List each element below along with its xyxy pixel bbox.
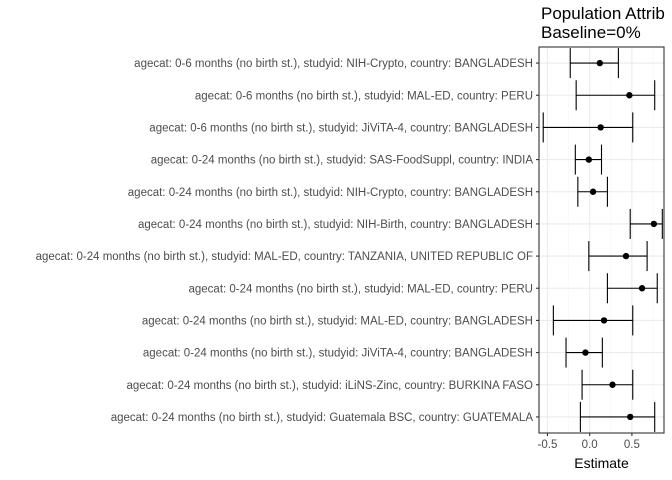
y-tick-label: agecat: 0-24 months (no birth st.), stud… [138,219,533,231]
estimate-point [597,124,604,131]
x-tick-label: 0.5 [624,439,640,451]
y-tick-label: agecat: 0-6 months (no birth st.), study… [195,90,533,102]
x-tick-label: -0.5 [538,439,558,451]
y-tick-label: agecat: 0-24 months (no birth st.), stud… [151,155,534,167]
error-bar [606,273,658,304]
estimate-point [600,317,608,324]
error-bar [569,48,619,79]
estimate-point [589,188,597,195]
estimate-point [650,220,658,228]
estimate-point [626,92,633,99]
estimate-point [585,156,593,163]
error-bar [542,112,634,143]
estimate-point [627,413,634,421]
x-ticks: -0.5 0.0 0.5 [538,433,640,451]
point-layer [582,59,658,421]
error-bar [575,80,656,111]
y-tick-label: agecat: 0-24 months (no birth st.), stud… [142,315,533,327]
y-tick-label: agecat: 0-24 months (no birth st.), stud… [127,380,534,392]
panel-background [539,47,664,433]
interval-layer [542,48,663,432]
error-bar [552,305,634,336]
panel-border [538,46,665,434]
y-tick-label: agecat: 0-24 months (no birth st.), stud… [128,187,533,199]
y-tick-labels: agecat: 0-6 months (no birth st.), study… [36,58,534,424]
y-tick-label: agecat: 0-24 months (no birth st.), stud… [188,283,533,295]
grid-layer [539,47,664,433]
error-bar [581,369,634,400]
error-bar [579,401,656,432]
chart-subtitle: Baseline=0% [541,23,641,42]
x-axis-title: Estimate [574,455,629,471]
chart-title: Population Attrib [541,4,665,23]
x-tick-label: 0.0 [582,439,598,451]
y-tick-label: agecat: 0-6 months (no birth st.), study… [149,122,533,134]
estimate-point [638,285,646,292]
error-bar [588,241,648,272]
y-ticks [536,62,539,418]
estimate-point [582,349,589,356]
estimate-point [622,252,630,260]
y-tick-label: agecat: 0-24 months (no birth st.), stud… [111,412,534,424]
estimate-point [596,59,604,67]
y-tick-label: agecat: 0-6 months (no birth st.), study… [134,58,533,70]
y-tick-label: agecat: 0-24 months (no birth st.), stud… [36,251,533,263]
estimate-point [609,381,616,388]
y-tick-label: agecat: 0-24 months (no birth st.), stud… [143,348,533,360]
